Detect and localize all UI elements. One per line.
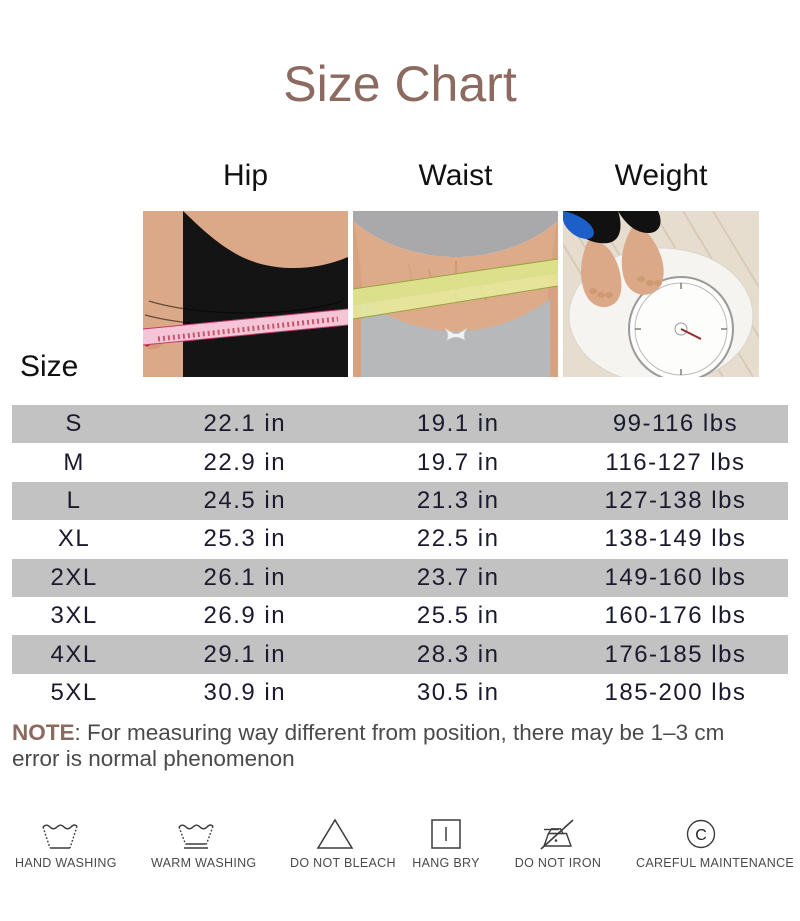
svg-text:C: C <box>695 827 707 844</box>
